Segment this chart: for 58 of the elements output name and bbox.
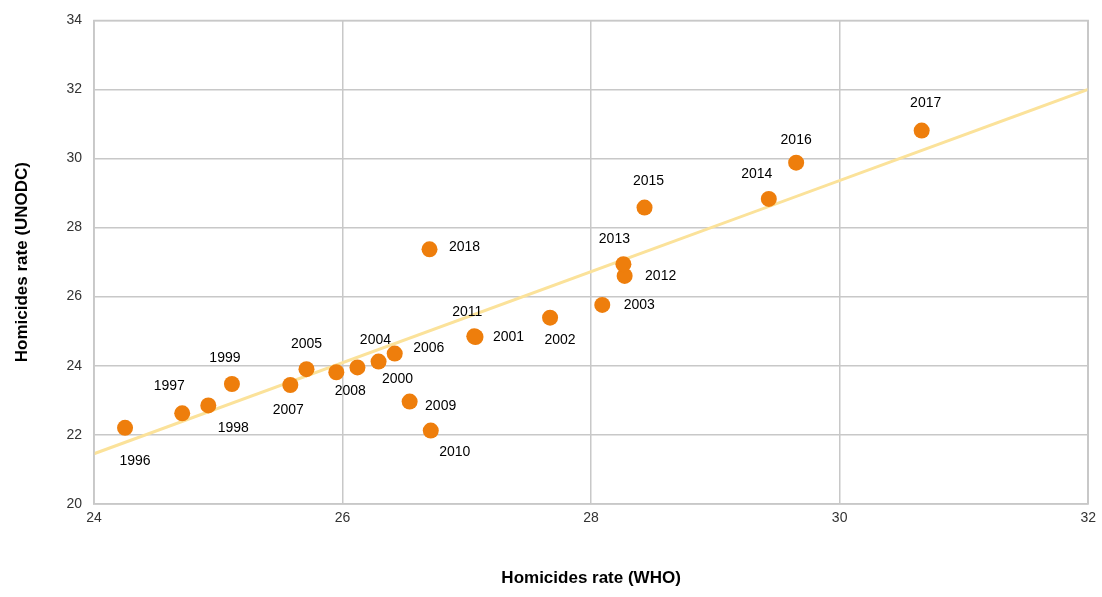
annotation: 2004 [359,331,392,348]
x-tick-label: 24 [86,509,102,526]
point [594,296,611,313]
x-tick-label: 32 [1080,509,1097,526]
point [913,122,930,139]
y-tick-label: 32 [66,80,83,97]
point [760,190,777,207]
point [117,419,134,436]
point [298,361,315,378]
annotation: 1997 [153,377,185,394]
x-tick-label: 28 [583,509,600,526]
y-tick-label: 20 [66,494,83,511]
annotation: 2007 [272,400,305,417]
point [421,241,438,258]
x-axis-title: Homicides rate (WHO) [501,568,681,588]
annotation: 2003 [623,295,656,312]
annotation: 1999 [209,348,241,365]
point [636,199,653,216]
point [615,256,632,273]
annotation: 2009 [425,397,457,414]
point [370,353,387,370]
annotation: 2012 [645,266,677,283]
y-tick-label: 30 [66,149,83,166]
point [542,309,559,326]
point [174,405,191,422]
annotation: 2018 [448,238,481,255]
y-tick-label: 24 [66,356,83,373]
point [386,345,403,362]
annotation: 1996 [119,451,151,468]
y-axis-title: Homicides rate (UNODC) [11,161,31,363]
annotation: 2015 [632,172,665,189]
annotation: 2017 [910,94,942,111]
point [282,377,299,394]
y-tick-label: 34 [66,11,83,28]
point [401,393,418,410]
x-tick-label: 30 [831,509,848,526]
annotation: 2010 [439,443,471,460]
annotation: 2001 [492,327,525,344]
point [223,375,240,392]
y-tick-label: 26 [66,287,83,304]
annotation: 2006 [413,339,445,356]
point [328,364,345,381]
y-tick-label: 28 [66,218,83,235]
annotation: 2014 [741,164,773,181]
annotation: 2008 [334,382,367,399]
annotation: 2016 [780,130,812,147]
annotation: 2011 [452,303,483,320]
annotation: 2002 [544,330,576,347]
point [788,154,805,171]
annotation: 2005 [290,335,323,351]
point [422,422,439,439]
annotation: 1998 [217,419,250,436]
point [200,397,217,414]
annotation: 2013 [598,230,631,247]
annotation: 2000 [382,370,414,387]
y-tick-label: 22 [66,425,83,442]
x-tick-label: 26 [334,509,351,526]
point [349,359,366,376]
